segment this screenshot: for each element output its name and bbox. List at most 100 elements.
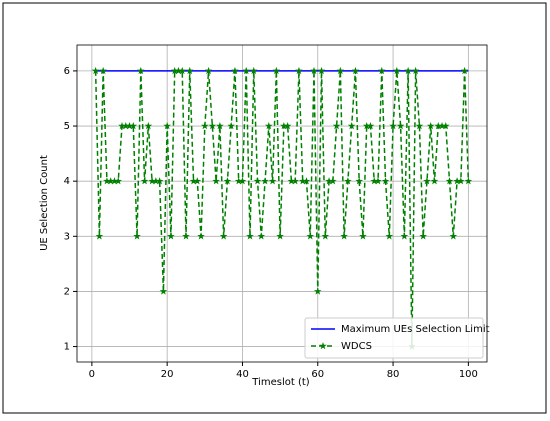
marker xyxy=(197,232,205,240)
marker xyxy=(295,66,303,75)
marker xyxy=(400,232,409,240)
marker xyxy=(340,232,348,240)
marker xyxy=(415,122,424,130)
marker xyxy=(91,66,100,75)
marker xyxy=(193,177,202,185)
marker xyxy=(321,232,330,240)
marker xyxy=(223,177,232,185)
marker xyxy=(227,122,235,130)
marker xyxy=(163,122,171,130)
marker xyxy=(95,232,104,240)
marker xyxy=(159,287,168,295)
marker xyxy=(325,177,333,185)
marker xyxy=(283,122,292,130)
marker xyxy=(445,177,454,185)
marker xyxy=(355,177,363,185)
marker xyxy=(121,122,130,130)
y-tick-label: 6 xyxy=(64,66,70,77)
marker xyxy=(167,232,175,240)
marker xyxy=(249,66,258,75)
marker xyxy=(389,122,397,130)
marker xyxy=(144,122,153,130)
marker xyxy=(148,177,156,185)
marker xyxy=(306,232,315,240)
marker xyxy=(434,122,443,130)
marker xyxy=(125,122,134,130)
legend-label: Maximum UEs Selection Limit xyxy=(341,324,490,335)
marker xyxy=(246,232,254,240)
marker xyxy=(430,177,439,185)
marker xyxy=(170,66,179,75)
series-line xyxy=(94,70,470,347)
x-tick-label: 60 xyxy=(311,369,324,380)
marker xyxy=(257,232,266,240)
marker xyxy=(234,177,243,185)
marker xyxy=(238,177,247,185)
marker xyxy=(291,177,299,185)
marker xyxy=(287,177,296,185)
marker xyxy=(366,122,375,130)
y-tick-label: 2 xyxy=(64,286,70,297)
marker xyxy=(152,177,160,185)
marker xyxy=(242,66,251,75)
x-tick-label: 0 xyxy=(89,369,95,380)
marker xyxy=(332,122,341,130)
legend-marker xyxy=(319,342,327,350)
marker xyxy=(114,177,123,185)
marker xyxy=(426,122,435,130)
marker xyxy=(129,122,138,130)
x-axis-label: Timeslot (t) xyxy=(251,377,310,388)
marker xyxy=(404,66,412,75)
marker xyxy=(103,177,111,185)
marker xyxy=(106,177,115,185)
legend-label: WDCS xyxy=(341,341,372,352)
marker xyxy=(302,177,311,185)
marker xyxy=(351,66,360,75)
marker xyxy=(449,232,458,240)
marker xyxy=(208,122,217,130)
marker xyxy=(140,177,149,185)
marker xyxy=(385,232,394,240)
marker xyxy=(423,177,431,185)
marker xyxy=(137,66,145,75)
marker xyxy=(185,66,194,75)
marker xyxy=(370,177,379,185)
marker xyxy=(359,232,367,240)
marker xyxy=(453,177,461,185)
marker xyxy=(265,122,273,130)
marker xyxy=(310,66,318,75)
marker xyxy=(396,122,405,130)
marker xyxy=(272,66,281,75)
marker xyxy=(393,66,401,75)
marker xyxy=(336,66,345,75)
marker xyxy=(155,177,164,185)
marker xyxy=(268,177,277,185)
marker xyxy=(276,232,284,240)
y-tick-label: 1 xyxy=(64,342,70,353)
plot-area xyxy=(76,44,488,363)
y-tick-label: 3 xyxy=(64,231,70,242)
marker xyxy=(133,232,141,240)
marker xyxy=(110,177,119,185)
marker xyxy=(317,66,326,75)
marker xyxy=(377,66,386,75)
x-tick-label: 20 xyxy=(161,369,174,380)
marker xyxy=(460,66,469,75)
legend-box xyxy=(304,317,484,359)
marker xyxy=(253,177,262,185)
marker xyxy=(182,232,190,240)
marker xyxy=(280,122,288,130)
marker xyxy=(344,177,352,185)
marker xyxy=(216,122,224,130)
marker xyxy=(362,122,371,130)
y-tick-label: 5 xyxy=(64,121,70,132)
marker xyxy=(347,122,356,130)
marker xyxy=(201,122,209,130)
marker xyxy=(99,66,107,75)
marker xyxy=(212,177,220,185)
marker xyxy=(231,66,239,75)
marker xyxy=(189,177,198,185)
marker xyxy=(118,122,126,130)
marker xyxy=(313,287,322,295)
